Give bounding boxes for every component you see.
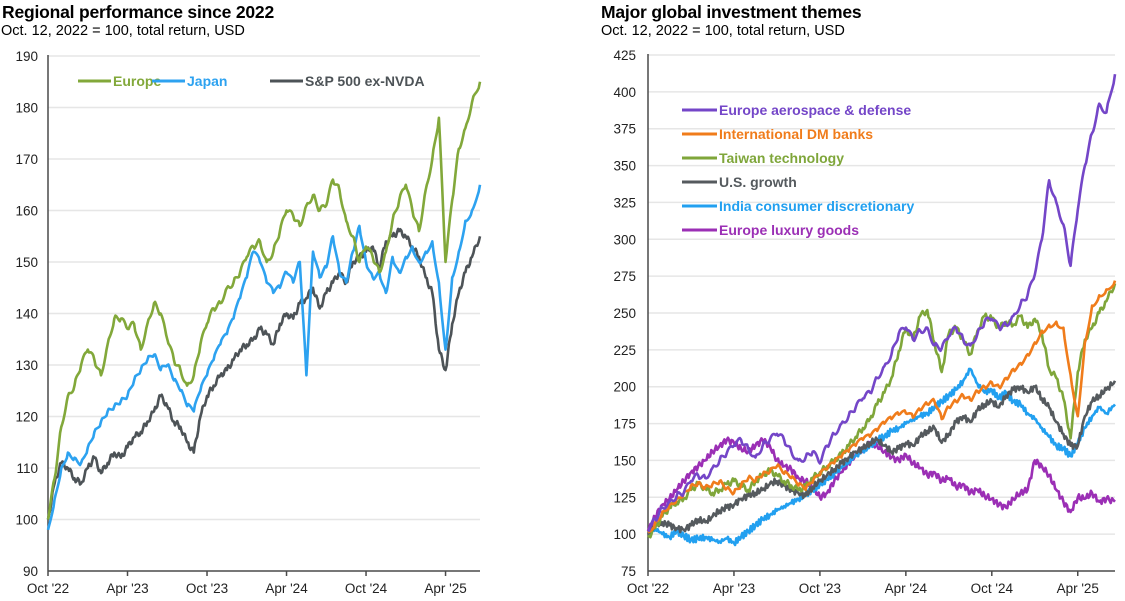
y-tick-label: 250 <box>613 306 636 321</box>
y-tick-label: 170 <box>15 152 38 167</box>
legend-label-s-p-500-ex-nvda: S&P 500 ex-NVDA <box>305 73 425 89</box>
y-tick-label: 225 <box>613 343 636 358</box>
series-line-international-dm-banks <box>647 280 1117 534</box>
series-line-europe-aerospace-defense <box>647 74 1117 533</box>
x-tick-label: Apr '24 <box>265 581 308 596</box>
series-line-japan <box>46 184 482 531</box>
y-tick-label: 180 <box>15 101 38 116</box>
y-tick-label: 200 <box>613 380 636 395</box>
x-tick-label: Apr '25 <box>424 581 466 596</box>
x-tick-label: Oct '22 <box>627 581 669 596</box>
x-tick-label: Apr '23 <box>106 581 148 596</box>
y-tick-label: 160 <box>15 204 38 219</box>
x-tick-label: Oct '23 <box>799 581 841 596</box>
x-tick-label: Apr '23 <box>713 581 755 596</box>
x-tick-label: Apr '24 <box>885 581 928 596</box>
chart-title: Regional performance since 2022 <box>2 2 274 22</box>
series-line-europe <box>46 81 482 520</box>
chart-subtitle: Oct. 12, 2022 = 100, total return, USD <box>1 23 245 39</box>
y-tick-label: 150 <box>15 255 38 270</box>
legend-label-japan: Japan <box>187 73 227 89</box>
legend-label-europe: Europe <box>113 73 161 89</box>
legend: Europe aerospace & defense International … <box>682 102 914 238</box>
regional-performance-chart: 90 100 110 120 130 140 150 160 170 180 190 Oct '22 A… <box>15 49 482 596</box>
y-tick-label: 150 <box>613 453 636 468</box>
series-line-s-p-500-ex-nvda <box>46 227 482 520</box>
y-tick-label: 300 <box>613 232 636 247</box>
y-tick-label: 425 <box>613 48 636 63</box>
y-tick-label: 120 <box>15 410 38 425</box>
y-tick-label: 375 <box>613 122 636 137</box>
legend: Europe Japan S&P 500 ex-NVDA <box>78 73 425 89</box>
y-tick-label: 140 <box>15 307 38 322</box>
y-tick-label: 350 <box>613 159 636 174</box>
chart-title: Major global investment themes <box>601 2 862 22</box>
y-tick-label: 75 <box>621 564 636 579</box>
series-line-u-s-growth <box>646 380 1117 535</box>
y-tick-label: 175 <box>613 417 636 432</box>
legend-label-europe-aerospace-defense: Europe aerospace & defense <box>719 102 911 118</box>
investment-themes-chart: 75 100 125 150 175 200 225 250 275 300 325 350 375 40… <box>613 48 1117 596</box>
y-tick-label: 100 <box>613 527 636 542</box>
series-line-taiwan-technology <box>647 283 1117 539</box>
y-tick-label: 100 <box>15 513 38 528</box>
y-tick-label: 275 <box>613 269 636 284</box>
y-tick-label: 400 <box>613 85 636 100</box>
y-tick-label: 125 <box>613 490 636 505</box>
y-tick-label: 190 <box>15 49 38 64</box>
x-tick-label: Oct '24 <box>345 581 388 596</box>
y-tick-label: 110 <box>16 461 38 476</box>
x-tick-label: Oct '23 <box>186 581 228 596</box>
chart-subtitle: Oct. 12, 2022 = 100, total return, USD <box>601 23 845 39</box>
legend-label-taiwan-technology: Taiwan technology <box>719 150 844 166</box>
y-tick-label: 130 <box>15 358 38 373</box>
y-tick-label: 325 <box>613 195 636 210</box>
x-tick-label: Oct '22 <box>27 581 69 596</box>
legend-label-international-dm-banks: International DM banks <box>719 126 873 142</box>
x-tick-label: Apr '25 <box>1057 581 1099 596</box>
legend-label-u-s-growth: U.S. growth <box>719 174 797 190</box>
y-tick-label: 90 <box>23 564 38 579</box>
legend-label-europe-luxury-goods: Europe luxury goods <box>719 222 859 238</box>
x-tick-label: Oct '24 <box>971 581 1014 596</box>
legend-label-india-consumer-discretionary: India consumer discretionary <box>719 198 914 214</box>
